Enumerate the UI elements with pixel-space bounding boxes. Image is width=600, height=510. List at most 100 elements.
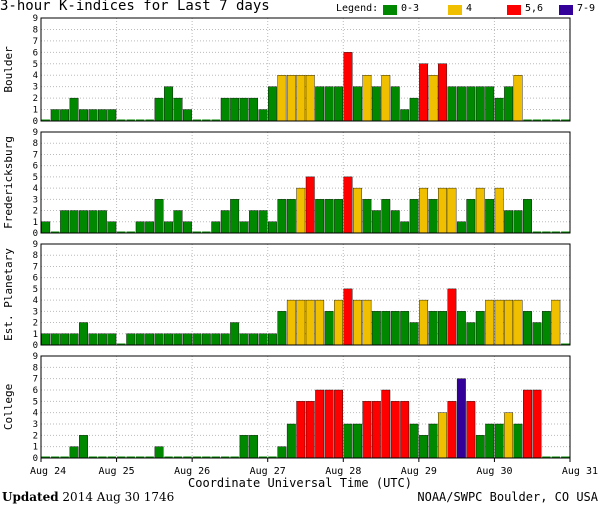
y-tick-label: 1 xyxy=(33,443,38,453)
station-label: College xyxy=(2,384,15,430)
y-tick-label: 7 xyxy=(33,262,38,272)
y-tick-label: 1 xyxy=(33,218,38,228)
bar xyxy=(296,299,306,346)
y-tick-label: 7 xyxy=(33,150,38,160)
bar xyxy=(258,210,268,234)
bar xyxy=(381,311,391,346)
bar xyxy=(296,401,306,459)
legend-swatch-4 xyxy=(448,5,462,15)
y-tick-label: 9 xyxy=(33,240,38,250)
station-label: Boulder xyxy=(2,46,15,93)
bar xyxy=(182,221,192,234)
bar-zero xyxy=(117,231,126,233)
bar xyxy=(381,199,391,234)
bar xyxy=(428,75,438,122)
x-tick-label: Aug 28 xyxy=(325,466,361,477)
bar xyxy=(249,97,258,122)
x-tick-label: Aug 26 xyxy=(174,466,210,477)
bar xyxy=(97,333,107,346)
bar xyxy=(305,299,315,346)
bar xyxy=(79,210,88,234)
bar xyxy=(343,423,353,459)
y-tick-label: 5 xyxy=(33,173,38,183)
bar xyxy=(258,109,268,122)
bar xyxy=(154,199,164,234)
legend-text-5-6: 5,6 xyxy=(525,3,544,14)
y-tick-label: 4 xyxy=(33,296,38,306)
y-tick-label: 6 xyxy=(33,274,38,284)
y-tick-label: 3 xyxy=(33,420,38,430)
y-tick-label: 8 xyxy=(33,139,38,149)
bar xyxy=(305,176,315,234)
bar xyxy=(428,199,438,234)
k-index-chart: 0123456789Boulder0123456789Fredericksbur… xyxy=(2,14,598,477)
bar-zero xyxy=(60,456,69,458)
bar xyxy=(390,401,400,459)
bar xyxy=(79,435,88,459)
bar-zero xyxy=(41,456,50,458)
bar xyxy=(362,401,372,459)
bar-zero xyxy=(202,119,211,121)
bar xyxy=(456,378,466,459)
bar xyxy=(466,199,476,234)
bar xyxy=(211,221,221,234)
bar xyxy=(249,333,258,346)
bar xyxy=(447,288,457,346)
bar xyxy=(485,423,495,459)
bar xyxy=(268,86,277,122)
bar-zero xyxy=(532,119,542,121)
x-axis-label: Coordinate Universal Time (UTC) xyxy=(188,476,412,490)
bar xyxy=(305,401,315,459)
bar-zero xyxy=(551,231,561,233)
x-tick-label: Aug 29 xyxy=(401,466,437,477)
y-tick-label: 4 xyxy=(33,71,38,81)
bar xyxy=(60,109,70,122)
bar xyxy=(343,176,353,234)
bar xyxy=(239,333,249,346)
bar xyxy=(400,401,410,459)
bar-zero xyxy=(202,231,211,233)
bar xyxy=(343,52,353,122)
bar xyxy=(362,199,372,234)
bar xyxy=(239,221,249,234)
bar xyxy=(268,221,277,234)
bar xyxy=(371,311,381,346)
legend-text-4: 4 xyxy=(466,3,473,14)
bar xyxy=(371,210,381,234)
bar xyxy=(315,299,325,346)
bar xyxy=(173,97,183,122)
bar-zero xyxy=(551,456,561,458)
bar xyxy=(523,311,532,346)
y-tick-label: 6 xyxy=(33,48,38,58)
bar xyxy=(315,86,325,122)
bar-zero xyxy=(523,119,532,121)
y-tick-label: 0 xyxy=(33,229,38,239)
bar-zero xyxy=(230,456,239,458)
bar xyxy=(485,86,495,122)
bar xyxy=(409,97,419,122)
bar xyxy=(88,333,98,346)
bar xyxy=(353,187,362,234)
station-label: Est. Planetary xyxy=(2,248,15,341)
bar xyxy=(286,199,296,234)
bar-zero xyxy=(41,119,50,121)
y-tick-label: 0 xyxy=(33,454,38,464)
bar-zero xyxy=(202,456,211,458)
bar xyxy=(371,86,381,122)
bar xyxy=(513,299,523,346)
updated-label: Updated xyxy=(2,490,59,504)
bar xyxy=(230,322,240,346)
bar xyxy=(97,109,107,122)
y-tick-label: 2 xyxy=(33,207,38,217)
bar xyxy=(353,423,362,459)
bar xyxy=(192,333,202,346)
bar-zero xyxy=(117,119,126,121)
bar xyxy=(428,311,438,346)
panel-border xyxy=(40,17,571,122)
bar xyxy=(353,86,362,122)
legend-text-7-9: 7-9 xyxy=(577,3,596,14)
bar-zero xyxy=(98,456,107,458)
bar xyxy=(494,423,504,459)
bar xyxy=(286,299,296,346)
bar xyxy=(504,299,514,346)
